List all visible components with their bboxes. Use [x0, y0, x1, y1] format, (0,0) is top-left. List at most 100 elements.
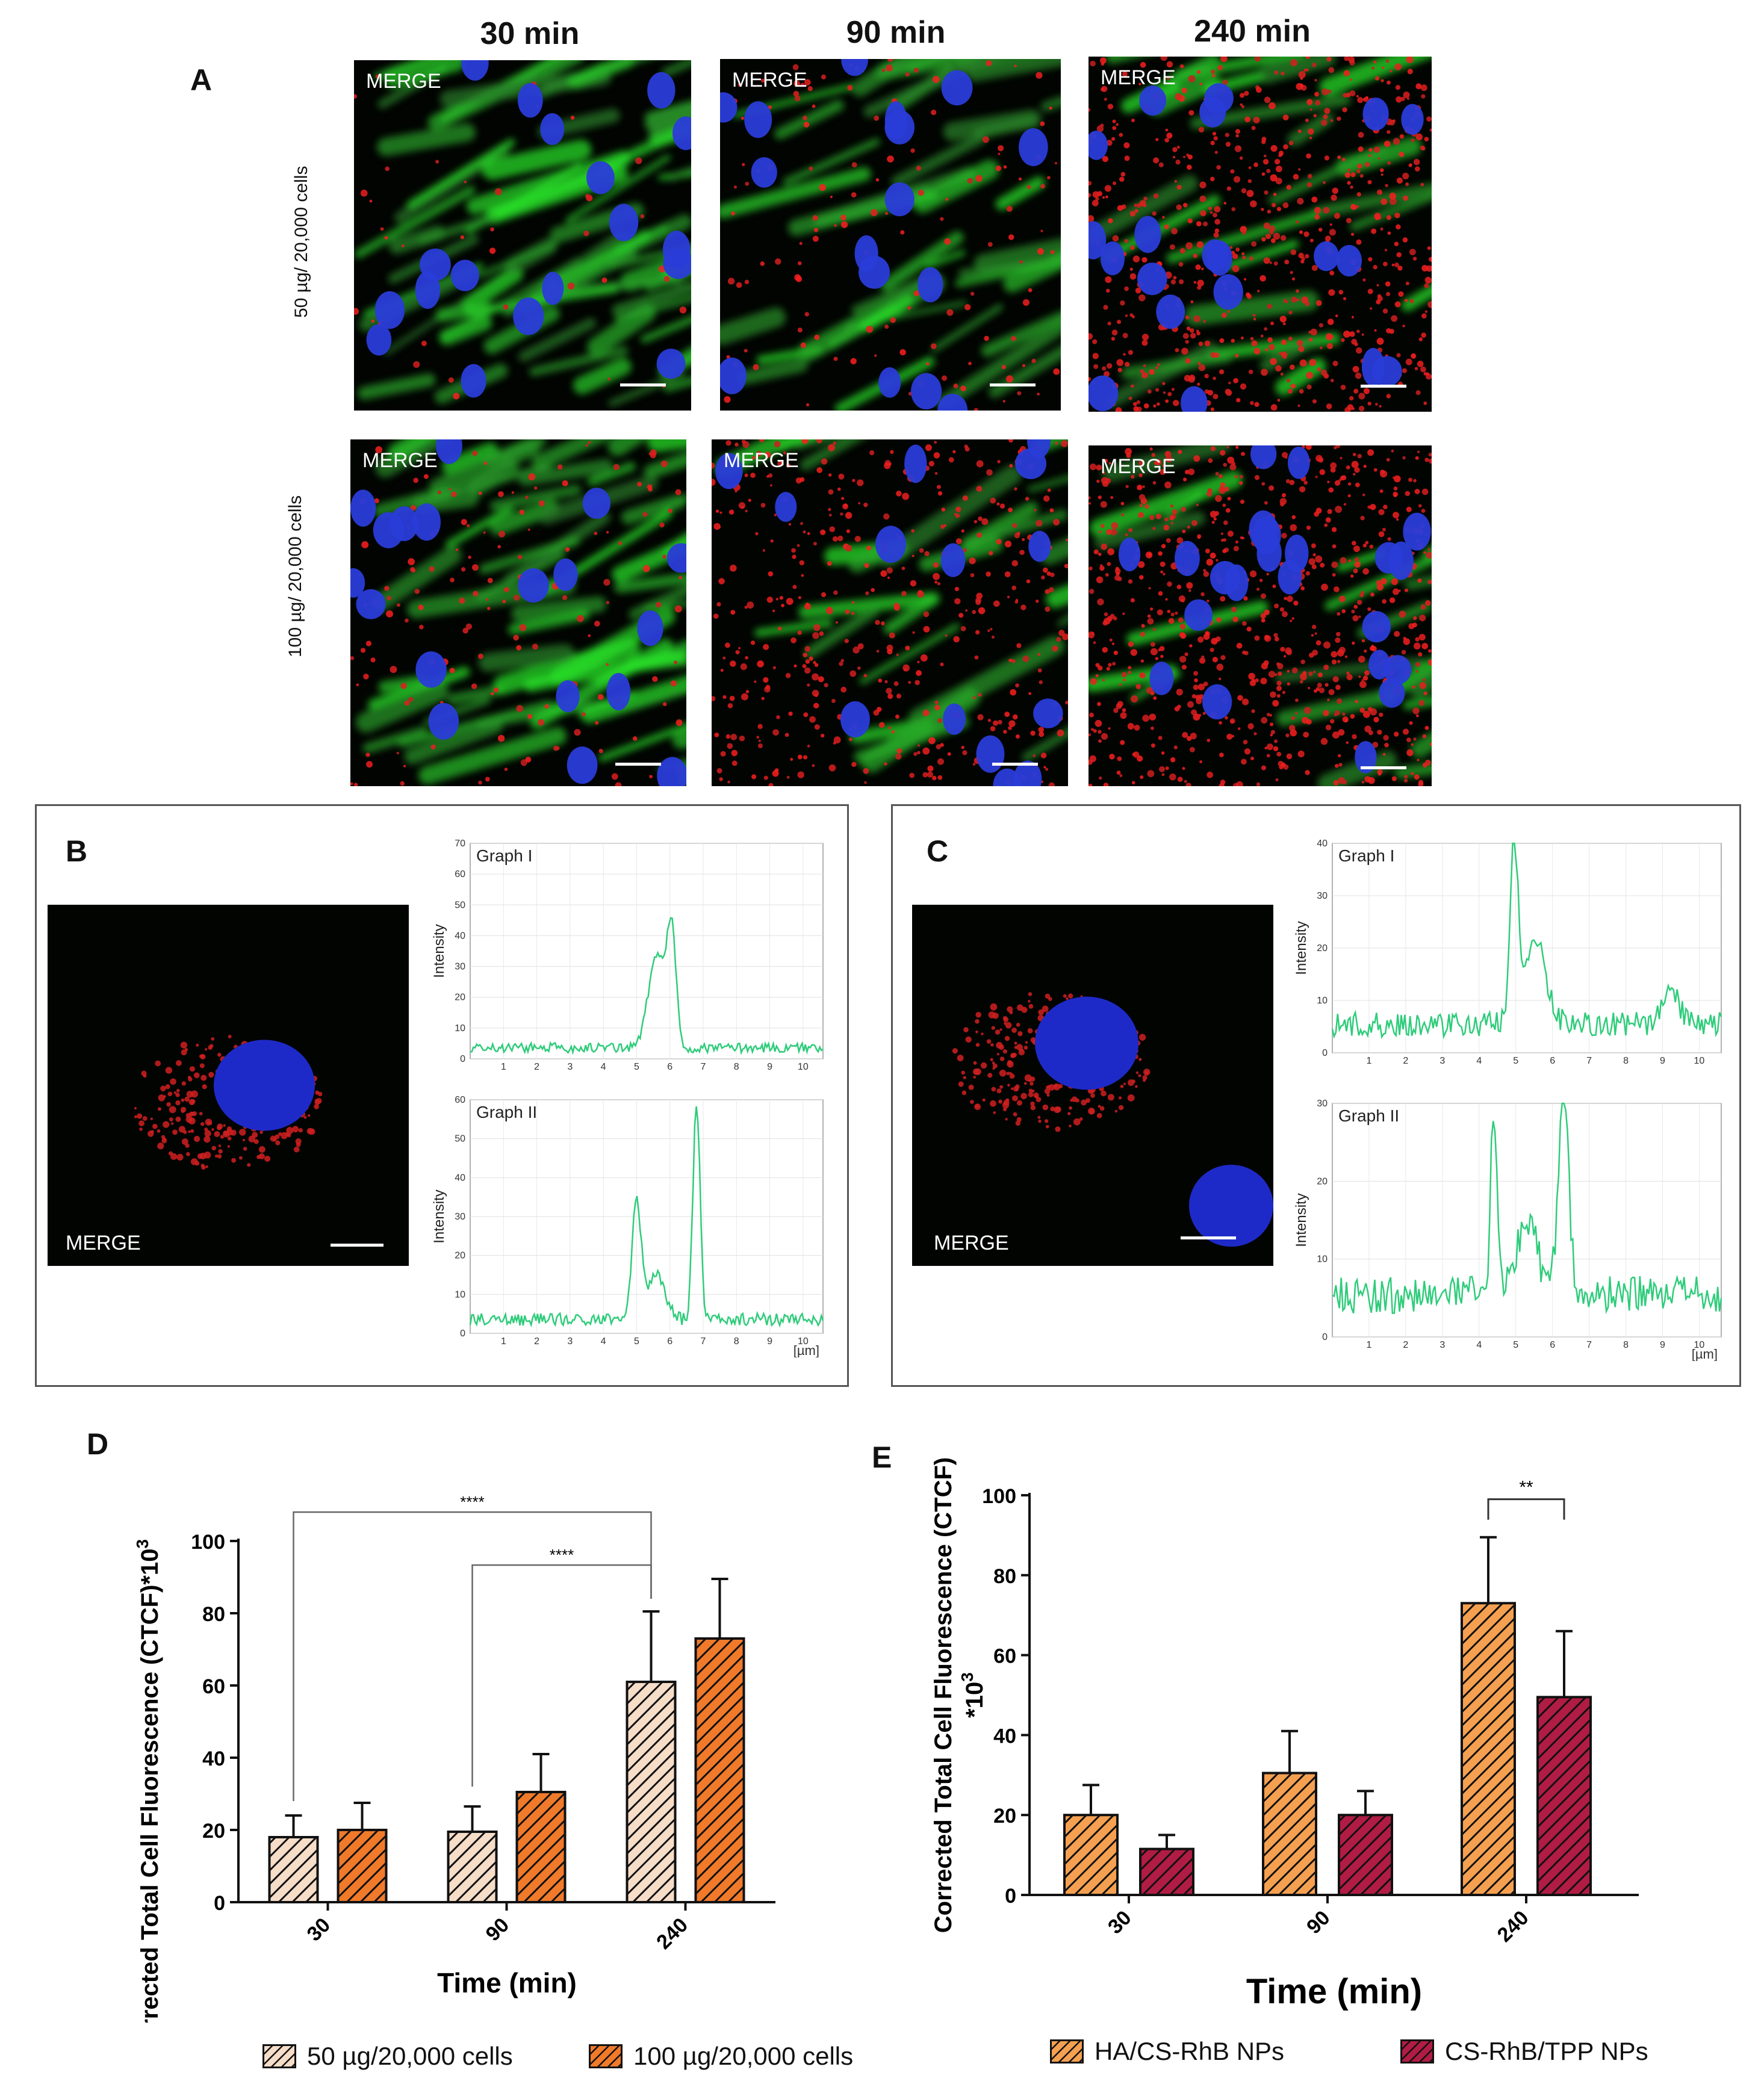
red-particle: [1348, 57, 1355, 63]
red-particle: [792, 554, 797, 559]
red-particle: [1127, 722, 1134, 730]
red-particle: [918, 744, 921, 747]
red-particle: [1296, 82, 1303, 90]
red-particle: [927, 771, 933, 778]
red-particle: [1162, 464, 1165, 467]
red-particle: [896, 491, 902, 497]
red-particle: [1193, 315, 1200, 323]
red-particle: [798, 261, 802, 265]
red-particle: [1355, 482, 1360, 488]
red-particle: [1135, 684, 1141, 689]
red-particle: [1155, 657, 1159, 660]
red-particle: [875, 178, 880, 182]
red-particle: [1001, 365, 1006, 370]
red-particle: [306, 1127, 314, 1135]
nucleus: [1181, 386, 1208, 412]
red-particle: [1324, 108, 1331, 114]
red-particle: [905, 645, 910, 651]
red-particle: [1311, 543, 1316, 548]
red-particle: [1266, 754, 1270, 758]
red-particle: [1090, 1093, 1095, 1098]
red-particle: [1417, 450, 1420, 453]
red-particle: [1324, 155, 1330, 161]
red-particle: [837, 535, 843, 542]
plot-frame: [470, 843, 824, 1059]
red-particle: [1387, 161, 1391, 165]
red-particle: [1405, 491, 1411, 497]
red-particle: [1005, 375, 1013, 383]
red-particle: [1236, 642, 1243, 649]
red-particle: [719, 511, 722, 514]
red-particle: [1172, 147, 1178, 152]
red-particle: [1042, 1005, 1049, 1012]
red-particle: [679, 575, 683, 580]
red-particle: [1005, 1022, 1012, 1029]
red-particle: [1036, 1097, 1042, 1102]
red-particle: [1296, 298, 1299, 302]
red-particle: [1256, 290, 1260, 293]
red-particle: [1396, 252, 1402, 258]
bar: [626, 1681, 677, 1903]
red-particle: [1399, 134, 1405, 139]
red-particle: [997, 460, 1001, 464]
red-particle: [1149, 447, 1153, 451]
red-particle: [503, 304, 509, 310]
red-particle: [762, 549, 765, 552]
red-particle: [1297, 129, 1302, 134]
micrograph-50ug-240min: MERGE: [1089, 57, 1432, 412]
red-particle: [963, 548, 967, 553]
scale-bar: [1181, 1236, 1236, 1239]
red-particle: [874, 115, 880, 121]
red-particle: [1041, 575, 1045, 580]
red-particle: [1194, 678, 1198, 683]
red-particle: [1338, 290, 1344, 295]
red-particle: [1158, 591, 1163, 596]
red-particle: [961, 1090, 967, 1096]
red-particle: [999, 503, 1005, 509]
red-particle: [962, 750, 967, 755]
red-particle: [298, 1128, 303, 1133]
red-particle: [1351, 315, 1355, 319]
red-particle: [1128, 1079, 1134, 1087]
red-particle: [793, 90, 800, 97]
red-particle: [1397, 265, 1403, 271]
red-particle: [1095, 719, 1102, 727]
red-particle: [1370, 504, 1376, 510]
red-particle: [1162, 382, 1166, 385]
y-tick-label: 10: [1317, 996, 1328, 1006]
red-particle: [1414, 367, 1418, 371]
red-particle: [968, 1084, 974, 1090]
red-particle: [1315, 300, 1322, 306]
red-particle: [719, 777, 723, 781]
nucleus: [415, 651, 447, 688]
cytoskeleton-fiber: [1121, 350, 1232, 379]
red-particle: [807, 683, 810, 687]
red-particle: [1394, 63, 1402, 70]
nucleus: [657, 757, 686, 786]
micrograph-50ug-90min: MERGE: [720, 59, 1061, 411]
red-particle: [1188, 110, 1194, 116]
red-particle: [1240, 336, 1244, 340]
red-particle: [1240, 93, 1245, 98]
red-particle: [800, 477, 805, 482]
red-particle: [1016, 643, 1022, 648]
intensity-line: [1331, 842, 1722, 1040]
red-particle: [193, 1072, 200, 1079]
red-particle: [1408, 163, 1412, 167]
red-particle: [1358, 615, 1361, 618]
legend-label-50ug: 50 µg/20,000 cells: [307, 2042, 513, 2070]
red-particle: [152, 1123, 158, 1129]
red-particle: [891, 730, 895, 734]
nucleus: [586, 161, 615, 194]
red-particle: [1429, 458, 1432, 464]
red-particle: [972, 1068, 980, 1075]
red-particle: [1368, 147, 1373, 152]
red-particle: [1038, 1009, 1045, 1015]
red-particle: [1225, 508, 1231, 513]
red-particle: [504, 767, 508, 771]
red-particle: [1273, 232, 1281, 240]
red-particle: [1197, 636, 1204, 643]
red-particle: [1129, 211, 1136, 217]
legend-label-100ug: 100 µg/20,000 cells: [633, 2042, 854, 2070]
red-particle: [1244, 278, 1247, 281]
